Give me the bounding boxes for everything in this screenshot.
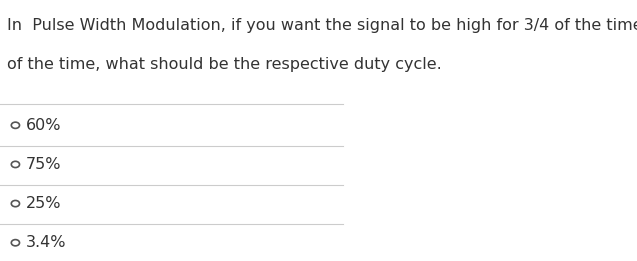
Text: 60%: 60% <box>25 118 61 133</box>
Text: In  Pulse Width Modulation, if you want the signal to be high for 3/4 of the tim: In Pulse Width Modulation, if you want t… <box>7 18 637 33</box>
Text: 75%: 75% <box>25 157 61 172</box>
Text: 25%: 25% <box>25 196 61 211</box>
Text: 3.4%: 3.4% <box>25 235 66 250</box>
Text: of the time, what should be the respective duty cycle.: of the time, what should be the respecti… <box>7 57 441 72</box>
